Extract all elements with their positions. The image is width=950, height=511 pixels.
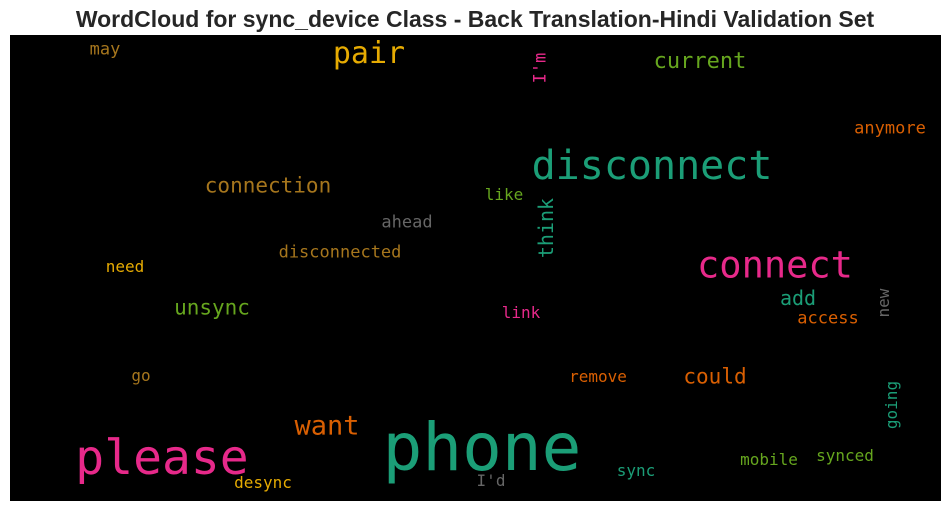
word-need: need — [105, 257, 145, 276]
word-new: new — [874, 288, 893, 318]
word-like: like — [484, 185, 524, 204]
word-current: current — [653, 49, 747, 74]
word-i-d: I'd — [476, 471, 506, 490]
word-connect: connect — [697, 243, 853, 287]
word-phone: phone — [382, 409, 582, 486]
word-add: add — [779, 286, 817, 310]
word-synced: synced — [816, 446, 874, 465]
word-please: please — [75, 430, 249, 486]
word-ahead: ahead — [381, 212, 433, 233]
word-mobile: mobile — [740, 450, 798, 469]
word-remove: remove — [569, 367, 627, 386]
word-desync: desync — [234, 473, 292, 492]
word-unsync: unsync — [174, 295, 250, 320]
word-go: go — [131, 366, 151, 385]
word-i-m: I'm — [530, 52, 551, 84]
word-pair: pair — [332, 36, 406, 71]
word-think: think — [534, 197, 558, 259]
word-access: access — [797, 308, 859, 329]
chart-title: WordCloud for sync_device Class - Back T… — [75, 6, 875, 32]
word-want: want — [294, 410, 360, 442]
word-disconnected: disconnected — [278, 242, 402, 263]
word-may: may — [89, 39, 121, 60]
word-disconnect: disconnect — [531, 143, 773, 189]
word-connection: connection — [204, 173, 332, 198]
word-anymore: anymore — [854, 118, 926, 139]
word-link: link — [501, 303, 541, 322]
word-sync: sync — [616, 461, 656, 480]
word-going: going — [882, 380, 901, 430]
wordcloud-canvas: phone please disconnect connect pair want curr… — [10, 35, 941, 501]
word-could: could — [683, 364, 747, 389]
